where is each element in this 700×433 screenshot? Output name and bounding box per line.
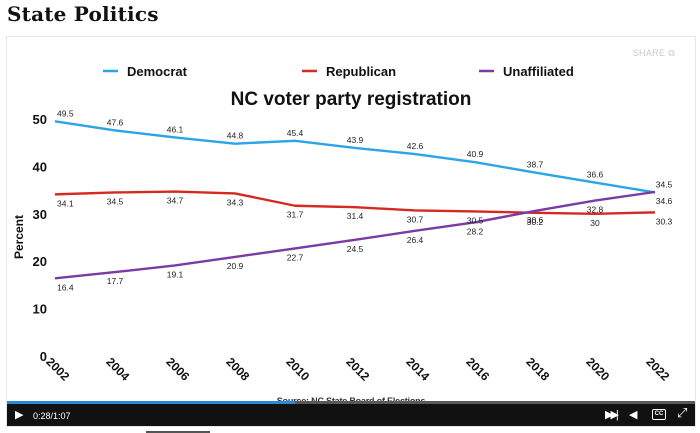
x-tick-label: 2006 bbox=[163, 355, 192, 384]
data-label-republican: 34.7 bbox=[167, 196, 184, 206]
data-label-unaffiliated: 22.7 bbox=[287, 252, 304, 262]
data-label-democrat: 43.9 bbox=[347, 135, 364, 145]
y-tick-label: 40 bbox=[33, 159, 47, 174]
data-label-unaffiliated: 30.6 bbox=[527, 215, 544, 225]
captions-icon[interactable]: CC bbox=[652, 409, 666, 420]
x-tick-label: 2018 bbox=[523, 355, 552, 384]
data-label-unaffiliated: 20.9 bbox=[227, 261, 244, 271]
y-tick-label: 20 bbox=[33, 254, 47, 269]
data-label-unaffiliated: 26.4 bbox=[407, 235, 424, 245]
data-label-unaffiliated: 28.2 bbox=[467, 226, 484, 236]
volume-icon[interactable]: ◀ bbox=[629, 409, 638, 421]
play-icon[interactable]: ▶ bbox=[15, 409, 24, 421]
x-tick-label: 2012 bbox=[343, 355, 372, 384]
section-title: State Politics bbox=[7, 2, 159, 26]
data-label-republican: 30.3 bbox=[656, 216, 673, 226]
data-label-democrat: 38.7 bbox=[527, 160, 544, 170]
data-label-republican: 30 bbox=[590, 218, 600, 228]
data-label-republican: 30.5 bbox=[467, 215, 484, 225]
data-label-unaffiliated: 24.5 bbox=[347, 244, 364, 254]
captions-label: CC bbox=[654, 411, 664, 417]
y-tick-label: 0 bbox=[40, 349, 47, 364]
data-label-unaffiliated: 16.4 bbox=[57, 282, 74, 292]
data-label-democrat: 46.1 bbox=[167, 124, 184, 134]
data-label-democrat: 42.6 bbox=[407, 141, 424, 151]
share-icon: ⧉ bbox=[668, 48, 675, 58]
data-label-republican: 31.7 bbox=[287, 210, 304, 220]
y-axis-label: Percent bbox=[12, 215, 26, 259]
fullscreen-icon[interactable]: ⤢ bbox=[677, 405, 688, 420]
y-tick-label: 10 bbox=[33, 302, 47, 317]
x-tick-label: 2020 bbox=[583, 355, 612, 384]
underline-divider bbox=[146, 431, 210, 433]
share-label: SHARE bbox=[632, 48, 666, 58]
time-display: 0:28/1:07 bbox=[33, 411, 71, 421]
legend-label-unaffiliated: Unaffiliated bbox=[503, 64, 574, 79]
data-label-republican: 31.4 bbox=[347, 211, 364, 221]
x-tick-label: 2002 bbox=[43, 355, 72, 384]
x-tick-label: 2010 bbox=[283, 355, 312, 384]
x-tick-label: 2004 bbox=[103, 355, 132, 384]
x-tick-label: 2008 bbox=[223, 355, 252, 384]
data-label-democrat: 45.4 bbox=[287, 128, 304, 138]
series-line-unaffiliated bbox=[54, 190, 656, 280]
data-label-republican: 34.1 bbox=[57, 198, 74, 208]
legend-label-democrat: Democrat bbox=[127, 64, 188, 79]
data-label-republican: 34.3 bbox=[227, 197, 244, 207]
y-tick-label: 30 bbox=[33, 207, 47, 222]
player-controls: ▶ 0:28/1:07 ▶▶| ◀ CC ⤢ bbox=[7, 401, 695, 426]
series-line-democrat bbox=[54, 120, 656, 194]
x-tick-label: 2014 bbox=[403, 355, 432, 384]
data-label-republican: 34.5 bbox=[107, 196, 124, 206]
share-button[interactable]: SHARE ⧉ bbox=[633, 48, 675, 59]
progress-bar[interactable] bbox=[7, 401, 695, 404]
data-label-republican: 30.7 bbox=[407, 214, 424, 224]
x-tick-label: 2022 bbox=[643, 355, 672, 384]
data-label-democrat: 36.6 bbox=[587, 170, 604, 180]
series-line-republican bbox=[54, 190, 656, 216]
data-label-democrat: 34.5 bbox=[656, 179, 673, 189]
legend-label-republican: Republican bbox=[326, 64, 396, 79]
data-label-unaffiliated: 32.8 bbox=[587, 205, 604, 215]
progress-fill bbox=[7, 401, 295, 404]
data-label-unaffiliated: 17.7 bbox=[107, 276, 124, 286]
skip-icon[interactable]: ▶▶| bbox=[605, 409, 619, 421]
data-label-unaffiliated: 19.1 bbox=[167, 269, 184, 279]
x-tick-label: 2016 bbox=[463, 355, 492, 384]
data-label-democrat: 47.6 bbox=[107, 117, 124, 127]
line-chart: NC voter party registration Democrat Repub… bbox=[12, 64, 673, 384]
data-label-democrat: 40.9 bbox=[467, 149, 484, 159]
y-tick-label: 50 bbox=[33, 112, 47, 127]
data-label-democrat: 44.8 bbox=[227, 131, 244, 141]
data-label-unaffiliated: 34.6 bbox=[656, 196, 673, 206]
data-label-republican: 30.2 bbox=[527, 217, 544, 227]
data-label-democrat: 49.5 bbox=[57, 108, 74, 118]
video-player[interactable]: SHARE ⧉ NC voter party registration Democr… bbox=[6, 36, 696, 427]
chart-title: NC voter party registration bbox=[231, 89, 472, 110]
